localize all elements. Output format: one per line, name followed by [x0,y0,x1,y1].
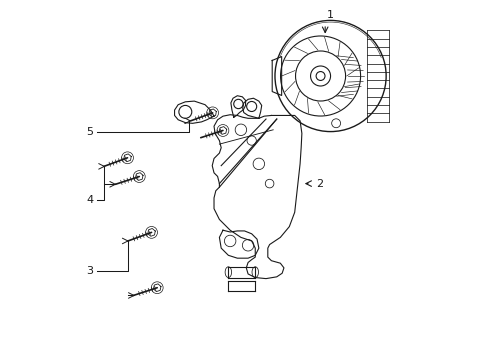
Text: 4: 4 [86,195,93,205]
Text: 2: 2 [316,179,323,189]
Text: 3: 3 [86,266,93,276]
Text: 5: 5 [86,127,93,136]
Text: 1: 1 [326,10,333,20]
